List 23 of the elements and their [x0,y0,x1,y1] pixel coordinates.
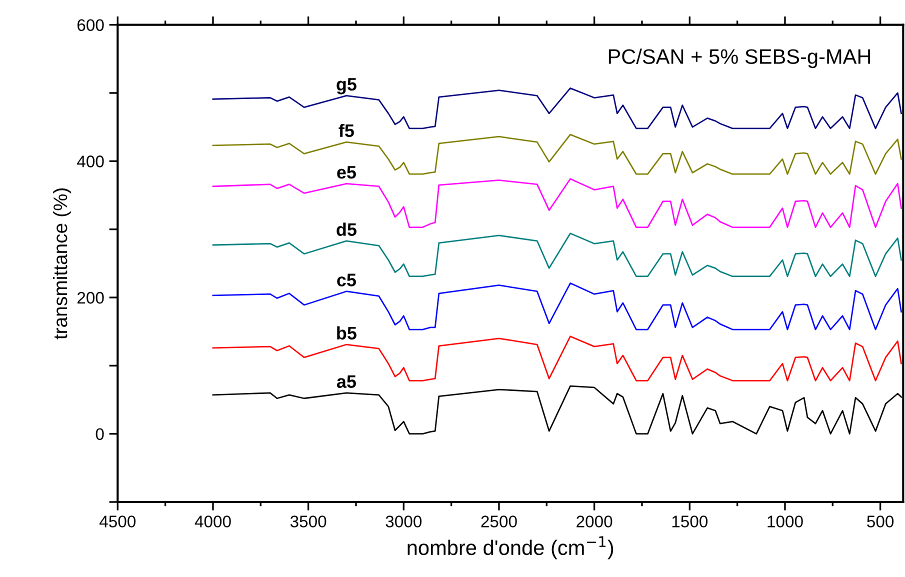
series-label: f5 [338,124,354,138]
series-label: d5 [336,222,356,236]
series-label: g5 [336,78,356,94]
text: PC/SAN + 5% SEBS-g-MAH [608,48,870,68]
x-tick-label: 1000 [768,516,803,528]
x-axis-title: nombre d'onde (cm$^{−1}$) [408,536,614,560]
y-tick-label: 0 [96,428,104,440]
y-axis-title: transmittance (%) [52,188,72,340]
y-tick-label: 200 [77,292,104,304]
x-tick-label: 4000 [194,516,231,528]
y-tick-label: 600 [77,19,104,32]
series-label: c5 [337,274,356,286]
x-tick-label: 3000 [386,516,422,528]
x-tick-label: 3500 [290,516,326,528]
series-label: b5 [337,326,356,340]
x-tick-label: 500 [867,516,894,528]
x-tick-label: 1500 [672,516,708,528]
x-tick-label: 4500 [99,516,136,528]
x-tick-label: 2500 [481,516,517,528]
x-tick-label: 2000 [576,516,612,528]
series-label: a5 [336,375,356,388]
y-tick-label: 400 [77,156,104,168]
series-label: e5 [337,166,356,179]
